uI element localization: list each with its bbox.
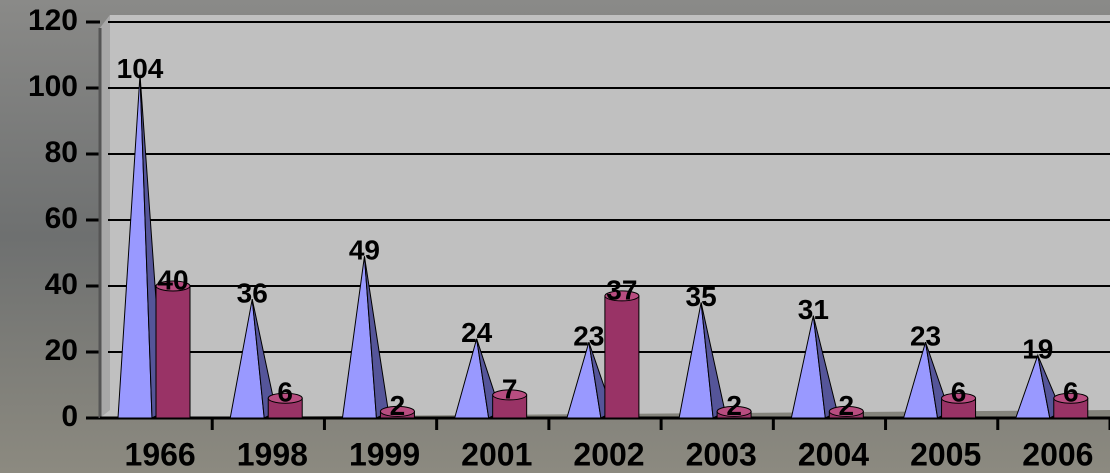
x-tick-label: 2004: [798, 436, 869, 472]
y-tick-label: 60: [45, 202, 78, 235]
data-label: 104: [117, 53, 164, 84]
y-tick-label: 100: [28, 70, 78, 103]
data-label: 23: [573, 320, 604, 351]
data-label: 2: [839, 390, 855, 421]
bar-top: [492, 389, 528, 401]
bar-top: [941, 392, 977, 404]
data-label: 23: [910, 320, 941, 351]
data-label: 36: [237, 278, 268, 309]
x-tick-label: 1999: [349, 436, 420, 472]
x-tick-label: 2002: [573, 436, 644, 472]
x-tick-label: 2006: [1022, 436, 1093, 472]
plot-wall: [100, 15, 1110, 418]
bar: [604, 295, 640, 419]
data-label: 31: [798, 294, 829, 325]
data-label: 19: [1022, 334, 1053, 365]
data-label: 7: [502, 373, 518, 404]
y-tick-label: 20: [45, 334, 78, 367]
x-tick-label: 2005: [910, 436, 981, 472]
bar-top: [1053, 392, 1089, 404]
side-wall: [100, 15, 110, 418]
data-label: 6: [951, 377, 967, 408]
data-label: 2: [726, 390, 742, 421]
bar-top: [267, 392, 303, 404]
bar: [155, 285, 191, 419]
y-tick-label: 80: [45, 136, 78, 169]
x-tick-label: 2003: [686, 436, 757, 472]
x-tick-label: 2001: [461, 436, 532, 472]
bar-top: [828, 405, 864, 417]
y-tick-label: 40: [45, 268, 78, 301]
data-label: 35: [686, 281, 717, 312]
data-label: 2: [390, 390, 406, 421]
data-label: 49: [349, 235, 380, 266]
x-tick-label: 1966: [125, 436, 196, 472]
bar-top: [604, 290, 640, 302]
data-label: 37: [606, 274, 637, 305]
data-label: 6: [1063, 377, 1079, 408]
y-tick-label: 0: [61, 400, 78, 433]
bar-top: [155, 280, 191, 292]
y-tick-label: 120: [28, 4, 78, 37]
data-label: 24: [461, 317, 493, 348]
bar-top: [379, 405, 415, 417]
data-label: 6: [277, 377, 293, 408]
x-tick-label: 1998: [237, 436, 308, 472]
data-label: 40: [157, 264, 188, 295]
bar-top: [716, 405, 752, 417]
